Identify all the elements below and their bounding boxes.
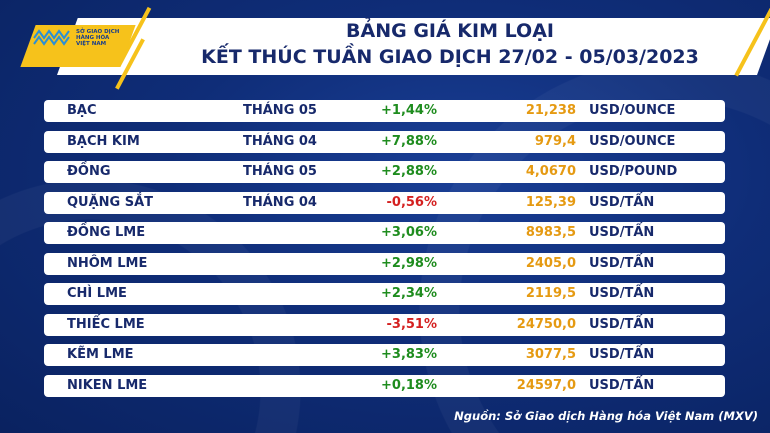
table-row: NIKEN LME +0,18% 24597,0 USD/TẤN bbox=[44, 374, 725, 397]
table-row: BẠC THÁNG 05 +1,44% 21,238 USD/OUNCE bbox=[44, 100, 725, 122]
commodity-name: KẼM LME bbox=[67, 347, 134, 362]
change-percent: +2,34% bbox=[381, 286, 437, 301]
commodity-name: THIẾC LME bbox=[67, 316, 145, 332]
price-value: 4,0670 bbox=[525, 164, 576, 179]
price-unit: USD/TẤN bbox=[589, 194, 655, 210]
contract-month: THÁNG 05 bbox=[243, 103, 317, 118]
price-unit: USD/OUNCE bbox=[589, 133, 676, 149]
price-unit: USD/POUND bbox=[589, 164, 678, 179]
price-value: 21,238 bbox=[525, 103, 576, 118]
change-percent: +7,88% bbox=[381, 133, 437, 149]
contract-month: THÁNG 04 bbox=[243, 194, 317, 210]
commodity-name: BẠC bbox=[67, 103, 97, 118]
table-row: ĐỒNG LME +3,06% 8983,5 USD/TẤN bbox=[44, 222, 725, 244]
change-percent: +3,83% bbox=[381, 347, 437, 362]
commodity-name: CHÌ LME bbox=[67, 286, 127, 301]
contract-month: THÁNG 04 bbox=[243, 133, 317, 149]
logo-text: VIỆT NAM bbox=[76, 41, 107, 47]
logo: SỞ GIAO DỊCH HÀNG HÓA VIỆT NAM bbox=[33, 28, 119, 48]
price-unit: USD/TẤN bbox=[589, 377, 655, 393]
commodity-name: NHÔM LME bbox=[67, 255, 148, 271]
change-percent: +0,18% bbox=[381, 377, 437, 393]
price-value: 2119,5 bbox=[525, 286, 576, 301]
price-value: 2405,0 bbox=[525, 255, 576, 271]
commodity-name: ĐỒNG LME bbox=[67, 225, 146, 240]
change-percent: -3,51% bbox=[386, 316, 438, 332]
price-value: 125,39 bbox=[525, 194, 576, 210]
price-value: 979,4 bbox=[534, 133, 576, 149]
page-title: BẢNG GIÁ KIM LOẠI bbox=[346, 20, 554, 42]
table-row: CHÌ LME +2,34% 2119,5 USD/TẤN bbox=[44, 283, 725, 305]
commodity-name: QUẶNG SẮT bbox=[67, 194, 154, 210]
table-row: QUẶNG SẮT THÁNG 04 -0,56% 125,39 USD/TẤN bbox=[44, 191, 725, 214]
logo-mark-icon bbox=[33, 29, 70, 46]
commodity-name: ĐỒNG bbox=[67, 164, 111, 179]
commodity-name: BẠCH KIM bbox=[67, 133, 140, 149]
price-value: 24597,0 bbox=[516, 377, 576, 393]
price-unit: USD/TẤN bbox=[589, 286, 655, 301]
price-value: 8983,5 bbox=[525, 225, 576, 240]
price-unit: USD/TẤN bbox=[589, 316, 655, 332]
change-percent: +2,88% bbox=[381, 164, 437, 179]
price-unit: USD/OUNCE bbox=[589, 103, 676, 118]
price-value: 24750,0 bbox=[516, 316, 576, 332]
table-row: NHÔM LME +2,98% 2405,0 USD/TẤN bbox=[44, 252, 725, 275]
table-row: THIẾC LME -3,51% 24750,0 USD/TẤN bbox=[44, 313, 725, 336]
change-percent: +1,44% bbox=[381, 103, 437, 118]
table-row: ĐỒNG THÁNG 05 +2,88% 4,0670 USD/POUND bbox=[44, 161, 725, 183]
price-unit: USD/TẤN bbox=[589, 347, 655, 362]
price-unit: USD/TẤN bbox=[589, 255, 655, 271]
price-unit: USD/TẤN bbox=[589, 225, 655, 240]
price-value: 3077,5 bbox=[525, 347, 576, 362]
page-subtitle: KẾT THÚC TUẦN GIAO DỊCH 27/02 - 05/03/20… bbox=[201, 46, 699, 68]
logo-text: SỞ GIAO DỊCH bbox=[76, 29, 120, 35]
change-percent: +2,98% bbox=[381, 255, 437, 271]
contract-month: THÁNG 05 bbox=[243, 164, 317, 179]
logo-text: HÀNG HÓA bbox=[76, 35, 110, 41]
change-percent: +3,06% bbox=[381, 225, 437, 240]
commodity-name: NIKEN LME bbox=[67, 377, 148, 393]
table-row: KẼM LME +3,83% 3077,5 USD/TẤN bbox=[44, 344, 725, 366]
table-row: BẠCH KIM THÁNG 04 +7,88% 979,4 USD/OUNCE bbox=[44, 130, 725, 153]
change-percent: -0,56% bbox=[386, 194, 438, 210]
source-note: Nguồn: Sở Giao dịch Hàng hóa Việt Nam (M… bbox=[454, 409, 758, 423]
